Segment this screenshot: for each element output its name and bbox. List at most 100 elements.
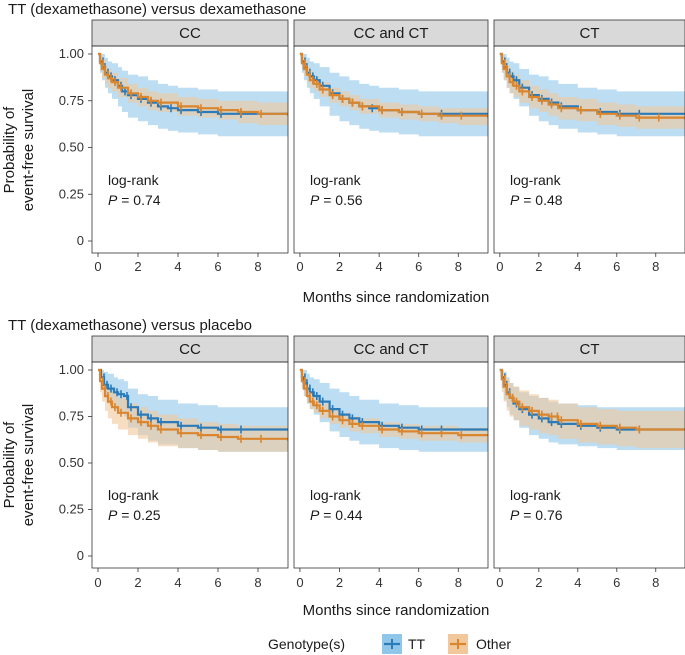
strip-label-bottom-2: CT (580, 341, 600, 358)
p-value-bottom-1: P = 0.44 (310, 507, 363, 523)
panel-plot-top-2 (499, 52, 685, 137)
y-tick-label-bottom: 0.50 (59, 455, 84, 470)
y-tick-label-top: 0.75 (59, 93, 84, 108)
x-axis-title-top: Months since randomization (303, 289, 490, 306)
x-tick-label-top-2: 4 (574, 259, 581, 274)
section-title-top: TT (dexamethasone) versus dexamethasone (8, 1, 306, 18)
strip-bottom-0 (91, 335, 289, 363)
x-tick-label-bottom-1: 6 (415, 575, 422, 590)
logrank-label-top-0: log-rank (108, 172, 160, 188)
x-tick-label-bottom-2: 0 (496, 575, 503, 590)
p-value-top-1: P = 0.56 (310, 192, 363, 208)
strip-label-bottom-1: CC and CT (353, 341, 428, 358)
p-symbol-bottom-0: P (108, 507, 118, 523)
y-axis-title-top: Probability of event-free survival (1, 89, 37, 212)
y-tick-label-bottom: 0.25 (59, 502, 84, 517)
legend-label-other: Other (476, 636, 511, 652)
x-tick-label-bottom-0: 6 (214, 575, 221, 590)
strip-label-top-0: CC (179, 25, 201, 42)
logrank-label-top-2: log-rank (510, 172, 562, 188)
x-tick-label-top-2: 0 (496, 259, 503, 274)
x-tick-label-bottom-2: 2 (535, 575, 542, 590)
panel-plot-bottom-0 (98, 368, 288, 452)
logrank-label-top-1: log-rank (310, 172, 362, 188)
y-tick-label-bottom: 0 (77, 548, 84, 563)
x-tick-label-bottom-1: 2 (336, 575, 343, 590)
panel-top-0: CC 0 2 4 6 8 log-rank P = 0.74 (91, 19, 289, 274)
plot-area: CC 0 2 4 6 8 log-rank P = 0.74 CC and CT 0 2 4 6 8 log… (59, 19, 685, 590)
y-axis-title-bottom-line1: Probability of (1, 421, 18, 509)
panel-plot-top-1 (299, 52, 488, 137)
y-axis-title-top-line1: Probability of (1, 106, 18, 194)
p-value-top-0: P = 0.74 (108, 192, 161, 208)
panel-plot-bottom-1 (299, 368, 488, 452)
legend-label-tt: TT (408, 636, 426, 652)
p-value-number-bottom-2: = 0.76 (519, 507, 562, 523)
panel-top-2: CT 0 2 4 6 8 log-rank P = 0.48 (493, 19, 685, 274)
logrank-label-bottom-0: log-rank (108, 487, 160, 503)
x-tick-label-top-1: 4 (376, 259, 383, 274)
strip-label-top-1: CC and CT (353, 25, 428, 42)
p-value-number-bottom-0: = 0.25 (117, 507, 160, 523)
y-axis-title-bottom: Probability of event-free survival (1, 404, 37, 527)
x-tick-label-top-1: 2 (336, 259, 343, 274)
x-tick-label-bottom-0: 4 (174, 575, 181, 590)
y-tick-label-top: 0.25 (59, 186, 84, 201)
x-tick-label-bottom-0: 2 (134, 575, 141, 590)
x-tick-label-bottom-0: 8 (254, 575, 261, 590)
x-tick-label-bottom-2: 6 (613, 575, 620, 590)
x-tick-label-top-0: 0 (94, 259, 101, 274)
panel-frame-top-2 (493, 45, 685, 254)
strip-label-bottom-0: CC (179, 341, 201, 358)
p-value-number-top-2: = 0.48 (519, 192, 562, 208)
strip-label-top-2: CT (580, 25, 600, 42)
y-axis-title-bottom-line2: event-free survival (20, 404, 37, 527)
p-symbol-top-0: P (108, 192, 118, 208)
strip-top-0 (91, 19, 289, 47)
p-value-number-top-1: = 0.56 (319, 192, 362, 208)
x-tick-label-top-2: 6 (613, 259, 620, 274)
p-value-bottom-2: P = 0.76 (510, 507, 563, 523)
logrank-label-bottom-1: log-rank (310, 487, 362, 503)
section-title-bottom: TT (dexamethasone) versus placebo (8, 317, 252, 334)
x-tick-label-top-2: 8 (652, 259, 659, 274)
strip-bottom-2 (493, 335, 685, 363)
panel-plot-bottom-2 (499, 368, 685, 450)
x-tick-label-bottom-2: 8 (652, 575, 659, 590)
ci-band-other-top-1 (299, 54, 488, 127)
x-tick-label-top-1: 6 (415, 259, 422, 274)
panel-frame-bottom-2 (493, 361, 685, 569)
x-tick-label-bottom-2: 4 (574, 575, 581, 590)
p-value-number-top-0: = 0.74 (117, 192, 160, 208)
panel-frame-bottom-0 (91, 361, 289, 569)
x-tick-label-top-0: 6 (214, 259, 221, 274)
legend: Genotype(s) TT Other (268, 634, 511, 654)
logrank-label-bottom-2: log-rank (510, 487, 562, 503)
x-tick-label-bottom-0: 0 (94, 575, 101, 590)
panel-frame-top-0 (91, 45, 289, 254)
x-tick-label-bottom-1: 0 (296, 575, 303, 590)
p-symbol-top-1: P (310, 192, 320, 208)
p-symbol-bottom-2: P (510, 507, 520, 523)
p-value-number-bottom-1: = 0.44 (319, 507, 362, 523)
p-symbol-top-2: P (510, 192, 520, 208)
y-axis-title-top-line2: event-free survival (20, 89, 37, 212)
x-tick-label-top-0: 2 (134, 259, 141, 274)
x-axis-title-bottom: Months since randomization (303, 602, 490, 619)
panel-bottom-1: CC and CT 0 2 4 6 8 log-rank P = 0.44 (293, 335, 489, 590)
p-value-bottom-0: P = 0.25 (108, 507, 161, 523)
legend-title: Genotype(s) (268, 636, 345, 652)
panel-frame-top-1 (293, 45, 489, 254)
km-curve-tt-bottom-1 (299, 368, 488, 431)
x-tick-label-top-0: 8 (254, 259, 261, 274)
panel-top-1: CC and CT 0 2 4 6 8 log-rank P = 0.56 (293, 19, 489, 274)
panel-bottom-0: CC 0 2 4 6 8 log-rank P = 0.25 (91, 335, 289, 590)
x-tick-label-top-0: 4 (174, 259, 181, 274)
strip-bottom-1 (293, 335, 489, 363)
y-tick-label-top: 1.00 (59, 46, 84, 61)
y-tick-label-top: 0 (77, 233, 84, 248)
x-tick-label-top-1: 0 (296, 259, 303, 274)
x-tick-label-top-1: 8 (455, 259, 462, 274)
y-tick-label-bottom: 1.00 (59, 362, 84, 377)
x-tick-label-bottom-1: 4 (376, 575, 383, 590)
